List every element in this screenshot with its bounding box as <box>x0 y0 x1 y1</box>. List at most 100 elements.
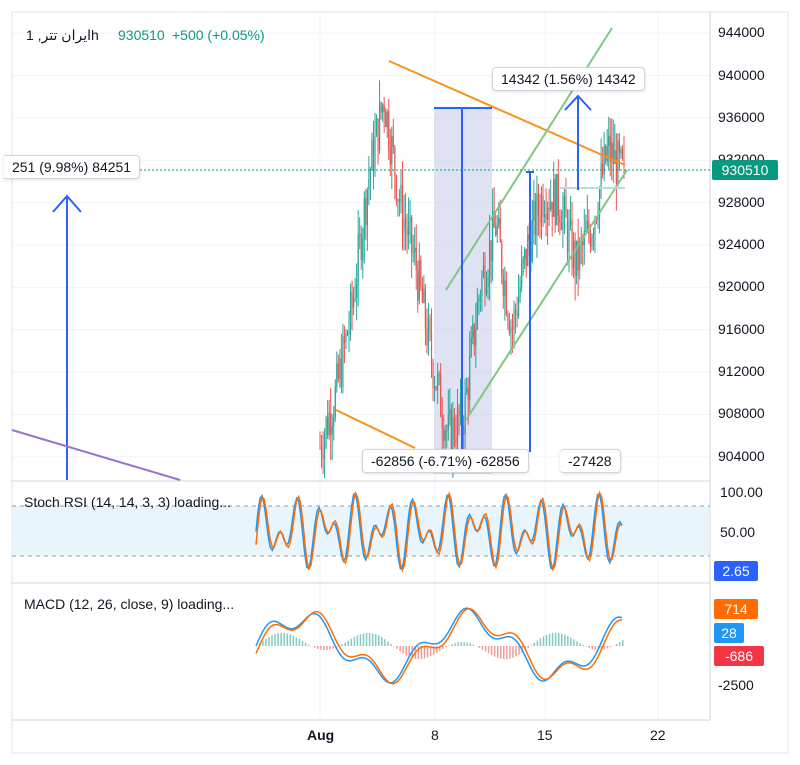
macd-histogram-bar <box>292 635 295 646</box>
candle-body <box>559 215 561 223</box>
macd-label[interactable]: MACD (12, 26, close, 9) loading... <box>24 596 235 612</box>
candle-body <box>353 298 355 309</box>
macd-histogram-bar <box>378 635 380 646</box>
candle-body <box>472 324 474 338</box>
candle-body <box>372 139 375 171</box>
purple-trend-line[interactable] <box>11 429 181 481</box>
macd-histogram-bar <box>313 646 316 648</box>
macd-histogram-bar <box>618 642 621 646</box>
candle-body <box>464 392 466 435</box>
macd-histogram-bar <box>396 646 398 649</box>
candle-body <box>424 288 427 329</box>
candle-body <box>537 193 540 215</box>
candle-body <box>600 163 602 189</box>
candle-body <box>389 148 391 165</box>
candle-body <box>527 234 529 266</box>
stoch-rsi-label[interactable]: Stoch RSI (14, 14, 3, 3) loading... <box>24 494 232 510</box>
candle-body <box>606 146 608 162</box>
macd-histogram-bar <box>417 646 420 660</box>
candle-body <box>430 332 433 364</box>
candle-body <box>447 414 449 431</box>
candle-body <box>388 111 390 149</box>
candle-body <box>609 135 611 162</box>
candle-body <box>608 135 610 147</box>
stoch-line <box>255 492 623 571</box>
macd-histogram-bar <box>304 642 307 646</box>
price-tick-916000: 916000 <box>718 320 765 337</box>
macd-histogram-bar <box>509 646 511 659</box>
candles-group <box>319 80 625 478</box>
macd-line <box>255 607 623 685</box>
symbol-title[interactable]: ایران تتر, 1h <box>26 27 99 43</box>
candle-body <box>574 240 576 276</box>
candle-body <box>444 431 446 441</box>
candle-body <box>589 233 591 247</box>
candle-body <box>339 358 341 379</box>
candle-body <box>545 214 547 220</box>
channel-lower-line[interactable] <box>465 169 628 421</box>
candle-body <box>551 201 553 217</box>
candle-body <box>411 216 413 253</box>
macd-histogram-bar <box>280 632 282 646</box>
candle-body <box>496 224 498 236</box>
left-measure-callout[interactable]: 251 (9.98%) 84251 <box>4 155 141 179</box>
grid-lines <box>12 12 710 720</box>
top-measure-callout[interactable]: 14342 (1.56%) 14342 <box>492 67 645 91</box>
candle-body <box>397 199 399 201</box>
candle-body <box>342 336 344 388</box>
orange-trend-line-bottom[interactable] <box>335 409 416 449</box>
macd-histogram-bar <box>307 644 310 646</box>
candle-body <box>360 234 362 261</box>
candle-body <box>519 286 521 297</box>
candle-body <box>356 283 358 298</box>
macd-histogram-bar <box>551 633 554 646</box>
candle-body <box>487 277 489 288</box>
macd-histogram-bar <box>615 643 618 646</box>
candle-body <box>331 425 333 435</box>
candle-body <box>359 234 361 236</box>
candle-body <box>368 179 370 190</box>
candle-body <box>490 240 492 261</box>
macd-histogram-bar <box>463 642 465 646</box>
candle-body <box>479 295 482 299</box>
candle-body <box>510 327 512 334</box>
candle-body <box>378 102 381 151</box>
macd-signal-tag: 28 <box>714 623 744 643</box>
candle-body <box>586 220 588 231</box>
macd-histogram-bar <box>588 646 590 648</box>
candle-body <box>365 198 367 225</box>
candle-body <box>469 355 471 401</box>
candle-body <box>456 407 459 444</box>
candle-body <box>591 237 593 247</box>
candle-body <box>615 150 617 185</box>
candle-body <box>322 454 324 459</box>
macd-histogram-bar <box>500 646 502 659</box>
macd-histogram-bar <box>481 646 484 650</box>
candle-body <box>385 112 387 128</box>
bottom-measure-callout[interactable]: -62856 (-6.71%) -62856 <box>362 449 529 473</box>
macd-histogram-bar <box>445 646 447 648</box>
macd-histogram-bar <box>567 636 569 646</box>
candle-body <box>438 373 440 375</box>
macd-histogram-bar <box>432 646 435 655</box>
macd-histogram-bar <box>518 646 520 655</box>
candle-body <box>455 438 457 444</box>
candle-body <box>603 145 605 175</box>
orange-trend-line-top[interactable] <box>388 60 626 166</box>
macd-value-tag: 714 <box>714 599 758 619</box>
macd-histogram-bar <box>515 646 517 657</box>
candle-body <box>382 104 384 113</box>
candle-body <box>432 363 434 389</box>
candle-body <box>485 287 488 295</box>
macd-histogram-bar <box>353 637 356 646</box>
candle-body <box>553 178 555 217</box>
macd-tick: -2500 <box>718 677 754 693</box>
stoch-value-tag: 2.65 <box>714 561 758 581</box>
bottom-measure-callout-2[interactable]: -27428 <box>560 449 621 473</box>
macd-histogram-bar <box>362 633 365 646</box>
candle-body <box>542 195 544 217</box>
last-price-tag: 930510 <box>712 160 778 180</box>
macd-histogram-bar <box>408 646 410 657</box>
